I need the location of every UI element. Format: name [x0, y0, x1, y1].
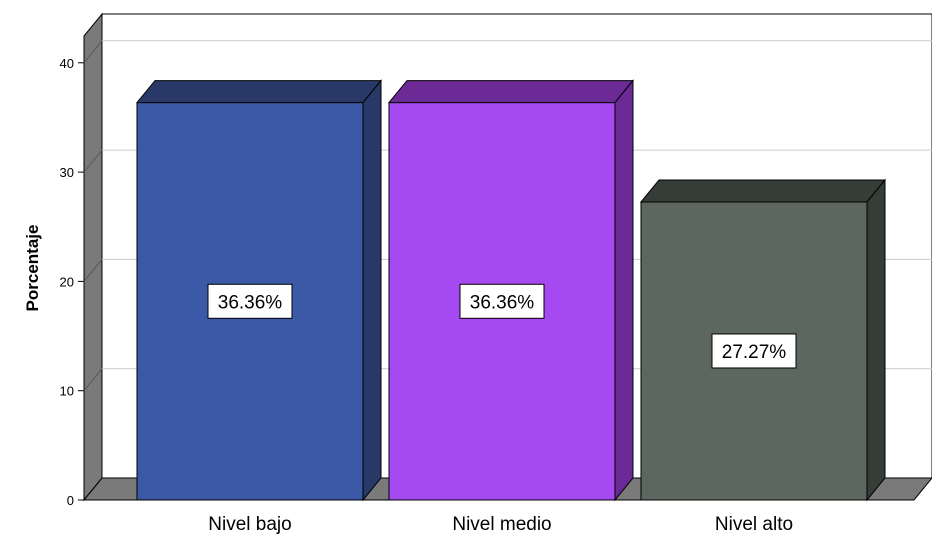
gridline-side [83, 259, 103, 282]
x-tick-label: Nivel bajo [208, 514, 291, 535]
bar-side [362, 79, 382, 502]
bar-2: 36.36% [387, 79, 635, 502]
data-label-text: 36.36% [470, 292, 535, 313]
bar-3: 27.27% [639, 178, 887, 502]
bar-side [866, 178, 886, 502]
y-tick-label: 20 [60, 274, 74, 289]
gridline-side [83, 40, 103, 64]
bar-side [614, 79, 634, 502]
data-label-box [711, 333, 797, 369]
bar-1: 36.36% [135, 79, 383, 502]
side-wall [83, 12, 103, 502]
bars: 36.36% 36.36% 27.27% [135, 79, 887, 502]
y-axis-label: Porcentaje [23, 225, 42, 312]
y-tick-label: 40 [60, 56, 74, 71]
bar-top [387, 80, 635, 104]
y-axis: 0 10 20 30 40 [60, 56, 84, 508]
x-tick-label: Nivel alto [715, 514, 793, 535]
data-label-text: 27.27% [722, 342, 787, 363]
data-label: 36.36% [207, 283, 293, 319]
data-label-text: 36.36% [218, 292, 283, 313]
x-tick-label: Nivel medio [452, 514, 551, 535]
gridline-side [83, 368, 103, 392]
y-tick-label: 10 [60, 384, 74, 399]
y-tick-label: 0 [67, 493, 74, 508]
data-label: 27.27% [711, 333, 797, 369]
x-axis: Nivel bajo Nivel medio Nivel alto [208, 514, 793, 535]
bar-top [639, 179, 887, 203]
bar-top [135, 80, 383, 104]
data-label: 36.36% [459, 283, 545, 319]
data-label-box [459, 283, 545, 319]
y-tick-label: 30 [60, 165, 74, 180]
data-label-box [207, 283, 293, 319]
gridline-side [83, 149, 103, 173]
